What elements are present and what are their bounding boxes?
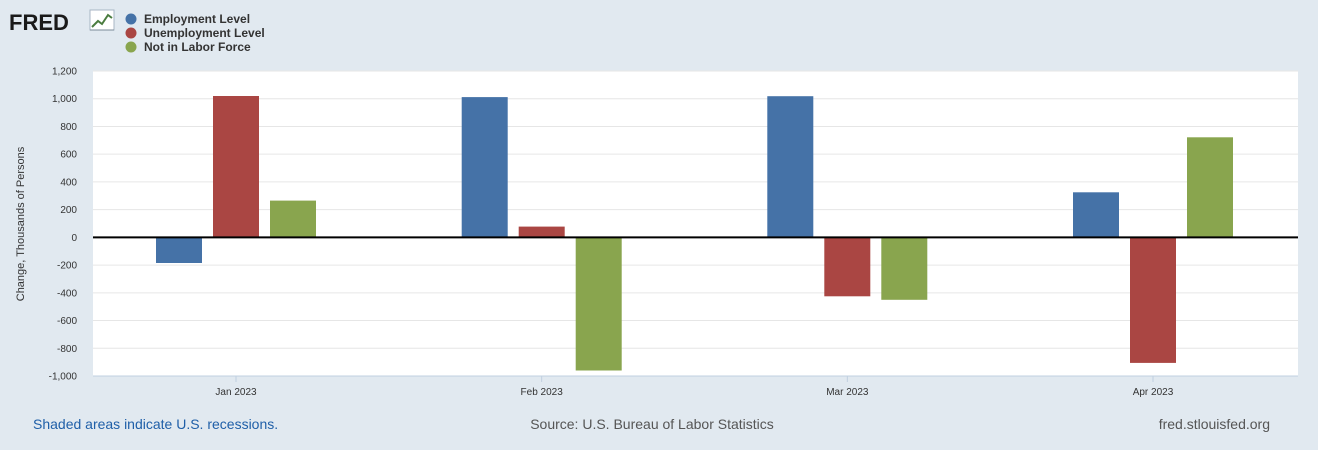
y-axis-ticks: 1,200 1,000 800 600 400 200 0 -200 -400 -600 -800 -…: [49, 67, 78, 383]
y-tick-label: 600: [60, 150, 77, 161]
bars: [156, 96, 1233, 371]
legend-label-1[interactable]: Unemployment Level: [144, 26, 265, 40]
y-tick-label: 1,000: [52, 94, 77, 105]
x-tick-label: Jan 2023: [215, 387, 257, 398]
recession-note-link[interactable]: Shaded areas indicate U.S. recessions.: [33, 416, 278, 432]
y-axis-label: Change, Thousands of Persons: [15, 146, 27, 301]
legend-label-0[interactable]: Employment Level: [144, 12, 250, 26]
y-tick-label: -400: [57, 288, 77, 299]
y-tick-label: 1,200: [52, 67, 77, 78]
legend-marker-0: [125, 13, 137, 25]
bar-1-0[interactable]: [213, 96, 259, 238]
bar-0-0[interactable]: [156, 237, 202, 263]
bar-2-3[interactable]: [1187, 137, 1233, 238]
y-tick-label: 0: [71, 233, 77, 244]
y-tick-label: 400: [60, 177, 77, 188]
fred-logo-text: FRED: [9, 10, 69, 35]
bar-1-1[interactable]: [518, 226, 565, 238]
graph-icon: [89, 9, 115, 31]
legend-marker-2: [125, 41, 137, 53]
x-tick-label: Apr 2023: [1133, 387, 1174, 398]
source-note: Source: U.S. Bureau of Labor Statistics: [530, 416, 774, 432]
bar-0-1[interactable]: [461, 97, 508, 238]
legend-label-2[interactable]: Not in Labor Force: [144, 40, 251, 54]
y-tick-label: 200: [60, 205, 77, 216]
x-tick-label: Mar 2023: [826, 387, 869, 398]
x-axis-ticks: Jan 2023 Feb 2023 Mar 2023 Apr 2023: [215, 376, 1174, 398]
y-tick-label: 800: [60, 122, 77, 133]
y-tick-label: -800: [57, 344, 77, 355]
bar-1-2[interactable]: [824, 237, 871, 297]
y-tick-label: -600: [57, 316, 77, 327]
bar-2-1[interactable]: [575, 237, 622, 371]
fred-logo[interactable]: FRED: [9, 9, 115, 35]
y-tick-label: -200: [57, 261, 77, 272]
bar-2-2[interactable]: [881, 237, 928, 300]
bar-1-3[interactable]: [1130, 237, 1176, 363]
bar-0-3[interactable]: [1073, 192, 1119, 238]
legend-marker-1: [125, 27, 137, 39]
site-link[interactable]: fred.stlouisfed.org: [1159, 416, 1270, 432]
bar-2-0[interactable]: [270, 200, 316, 238]
gridlines: [93, 70, 1298, 377]
y-tick-label: -1,000: [49, 372, 78, 383]
bar-0-2[interactable]: [767, 96, 814, 238]
x-tick-label: Feb 2023: [521, 387, 564, 398]
